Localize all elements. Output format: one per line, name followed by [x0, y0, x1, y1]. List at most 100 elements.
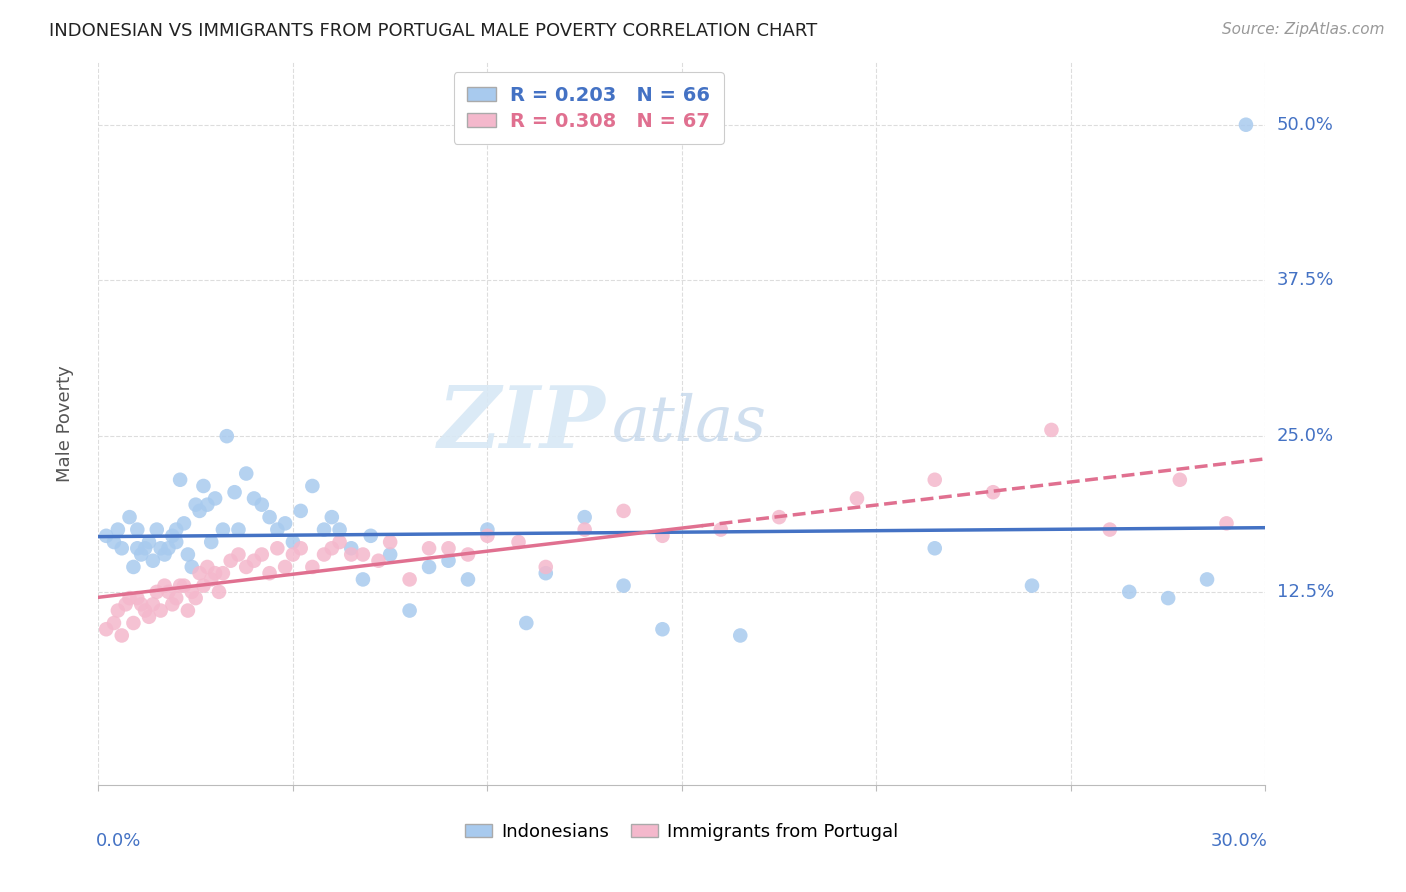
Point [212, 566, 235, 581]
Point [169, 473, 191, 487]
Point [114, 598, 136, 612]
Point [118, 591, 141, 606]
Point [200, 535, 222, 549]
Point [352, 548, 374, 562]
Point [111, 628, 134, 642]
Point [180, 560, 202, 574]
Point [534, 560, 557, 574]
Point [177, 603, 200, 617]
Point [380, 548, 402, 562]
Point [281, 548, 304, 562]
Point [165, 591, 187, 606]
Point [184, 591, 207, 606]
Point [418, 541, 440, 556]
Point [924, 541, 946, 556]
Point [162, 529, 184, 543]
Point [111, 541, 134, 556]
Text: 50.0%: 50.0% [1277, 116, 1333, 134]
Point [250, 548, 273, 562]
Point [157, 541, 180, 556]
Point [188, 504, 211, 518]
Point [846, 491, 869, 506]
Point [515, 615, 537, 630]
Point [329, 535, 352, 549]
Point [193, 579, 215, 593]
Point [266, 523, 288, 537]
Point [710, 523, 733, 537]
Point [219, 554, 242, 568]
Point [204, 491, 226, 506]
Point [212, 523, 235, 537]
Point [129, 548, 152, 562]
Text: 12.5%: 12.5% [1277, 582, 1334, 601]
Point [398, 603, 420, 617]
Point [651, 529, 673, 543]
Point [96, 622, 118, 636]
Point [107, 603, 129, 617]
Point [195, 498, 218, 512]
Point [266, 541, 288, 556]
Point [457, 548, 479, 562]
Point [107, 523, 129, 537]
Point [138, 609, 160, 624]
Point [418, 560, 440, 574]
Point [301, 560, 323, 574]
Point [574, 523, 596, 537]
Point [127, 591, 149, 606]
Point [177, 548, 200, 562]
Point [398, 573, 420, 587]
Point [162, 598, 184, 612]
Point [149, 541, 172, 556]
Point [103, 535, 125, 549]
Point [290, 504, 312, 518]
Text: 30.0%: 30.0% [1211, 832, 1268, 850]
Point [1040, 423, 1063, 437]
Point [281, 535, 304, 549]
Point [508, 535, 530, 549]
Point [329, 523, 352, 537]
Point [228, 523, 250, 537]
Point [188, 566, 211, 581]
Point [352, 573, 374, 587]
Point [534, 566, 557, 581]
Point [290, 541, 312, 556]
Text: 25.0%: 25.0% [1277, 427, 1334, 445]
Point [321, 510, 343, 524]
Point [1118, 585, 1140, 599]
Point [613, 579, 636, 593]
Point [146, 523, 169, 537]
Point [437, 554, 460, 568]
Point [321, 541, 343, 556]
Point [340, 541, 363, 556]
Point [129, 598, 152, 612]
Point [204, 566, 226, 581]
Point [235, 467, 257, 481]
Point [574, 510, 596, 524]
Point [193, 479, 215, 493]
Point [340, 548, 363, 562]
Point [380, 535, 402, 549]
Point [1157, 591, 1180, 606]
Point [146, 585, 169, 599]
Point [122, 615, 145, 630]
Point [1168, 473, 1191, 487]
Point [169, 579, 191, 593]
Point [250, 498, 273, 512]
Point [1021, 579, 1043, 593]
Text: Source: ZipAtlas.com: Source: ZipAtlas.com [1222, 22, 1385, 37]
Point [153, 548, 176, 562]
Point [730, 628, 752, 642]
Point [173, 579, 195, 593]
Point [259, 566, 281, 581]
Point [103, 615, 125, 630]
Point [228, 548, 250, 562]
Point [215, 429, 238, 443]
Point [457, 573, 479, 587]
Point [142, 554, 165, 568]
Text: atlas: atlas [612, 392, 766, 455]
Point [312, 523, 335, 537]
Point [149, 603, 172, 617]
Point [1195, 573, 1218, 587]
Point [1098, 523, 1121, 537]
Point [477, 529, 499, 543]
